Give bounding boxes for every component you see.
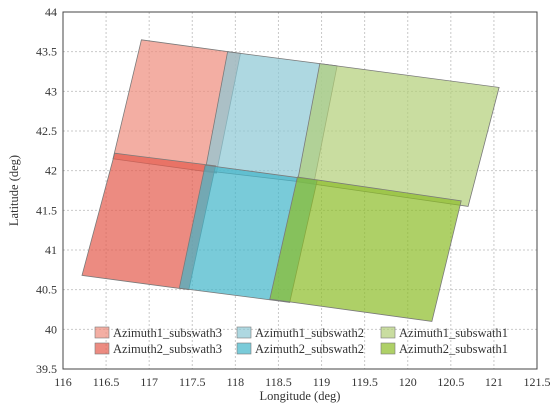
x-tick-label: 119.5 <box>351 375 378 389</box>
plot-frame <box>62 11 538 370</box>
legend-label: Azimuth1_subswath3 <box>113 326 222 340</box>
y-tick-label: 41 <box>45 243 57 257</box>
legend-label: Azimuth2_subswath3 <box>113 342 222 356</box>
x-tick-label: 116 <box>54 375 72 389</box>
y-tick-label: 43 <box>45 84 57 98</box>
x-tick-label: 120 <box>399 375 417 389</box>
legend-swatch <box>94 326 110 339</box>
legend-swatch <box>380 342 396 355</box>
x-tick-label: 120.5 <box>437 375 464 389</box>
swath-azimuth1-subswath1 <box>296 63 500 207</box>
y-tick-label: 43.5 <box>36 45 57 59</box>
legend-swatch <box>236 342 252 355</box>
y-tick-labels: 39.5 40 40.5 41 41.5 42 42.5 43 43.5 44 <box>36 5 57 376</box>
x-tick-label: 118.5 <box>265 375 292 389</box>
legend-label: Azimuth2_subswath2 <box>255 342 364 356</box>
y-tick-label: 40.5 <box>36 283 57 297</box>
y-tick-label: 42 <box>45 164 57 178</box>
legend-label: Azimuth1_subswath1 <box>399 326 508 340</box>
x-tick-label: 116.5 <box>93 375 120 389</box>
swath-polygons <box>81 39 500 322</box>
x-tick-label: 121.5 <box>524 375 550 389</box>
x-tick-label: 117 <box>140 375 158 389</box>
x-tick-label: 117.5 <box>179 375 206 389</box>
x-tick-label: 119 <box>313 375 331 389</box>
y-tick-label: 41.5 <box>36 203 57 217</box>
x-tick-label: 121 <box>485 375 503 389</box>
legend-label: Azimuth2_subswath1 <box>399 342 508 356</box>
legend-swatch <box>380 326 396 339</box>
legend: Azimuth1_subswath3 Azimuth1_subswath2 Azim… <box>94 326 508 356</box>
y-tick-label: 42.5 <box>36 124 57 138</box>
swath-azimuth2-subswath1 <box>269 176 462 322</box>
legend-label: Azimuth1_subswath2 <box>255 326 364 340</box>
y-tick-label: 44 <box>45 5 57 19</box>
x-tick-label: 118 <box>227 375 245 389</box>
y-axis-label: Latitude (deg) <box>7 155 21 226</box>
legend-swatch <box>94 342 110 355</box>
y-tick-label: 39.5 <box>36 362 57 376</box>
y-tick-label: 40 <box>45 322 57 336</box>
x-tick-labels: 116 116.5 117 117.5 118 118.5 119 119.5 120 120.5… <box>54 375 550 389</box>
legend-swatch <box>236 326 252 339</box>
x-axis-label: Longitude (deg) <box>260 389 341 403</box>
